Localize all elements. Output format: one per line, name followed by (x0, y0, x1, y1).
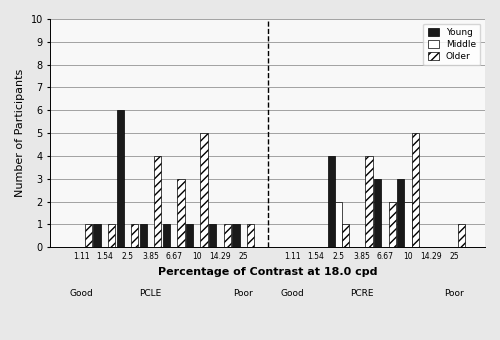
Bar (209, 224, 216, 247)
Bar (412, 133, 419, 247)
Text: Good: Good (280, 289, 304, 298)
Bar (328, 156, 335, 247)
Bar (335, 202, 342, 247)
Bar (232, 224, 239, 247)
Text: PCLE: PCLE (140, 289, 162, 298)
Bar (178, 179, 184, 247)
Legend: Young, Middle, Older: Young, Middle, Older (424, 23, 480, 65)
Y-axis label: Number of Participants: Number of Participants (15, 69, 25, 197)
Bar (388, 202, 396, 247)
Bar (397, 179, 404, 247)
Text: Poor: Poor (444, 289, 464, 298)
Bar (131, 224, 138, 247)
Bar (154, 156, 162, 247)
Bar (366, 156, 372, 247)
Bar (116, 110, 123, 247)
Bar (246, 224, 254, 247)
Bar (94, 224, 100, 247)
Bar (186, 224, 193, 247)
Bar (374, 179, 382, 247)
Bar (108, 224, 115, 247)
Text: Poor: Poor (233, 289, 253, 298)
Bar (458, 224, 465, 247)
Bar (140, 224, 147, 247)
Bar (224, 224, 231, 247)
Bar (404, 202, 411, 247)
X-axis label: Percentage of Contrast at 18.0 cpd: Percentage of Contrast at 18.0 cpd (158, 267, 378, 276)
Bar (200, 133, 207, 247)
Bar (84, 224, 92, 247)
Bar (342, 224, 349, 247)
Bar (163, 224, 170, 247)
Text: PCRE: PCRE (350, 289, 374, 298)
Text: Good: Good (69, 289, 93, 298)
